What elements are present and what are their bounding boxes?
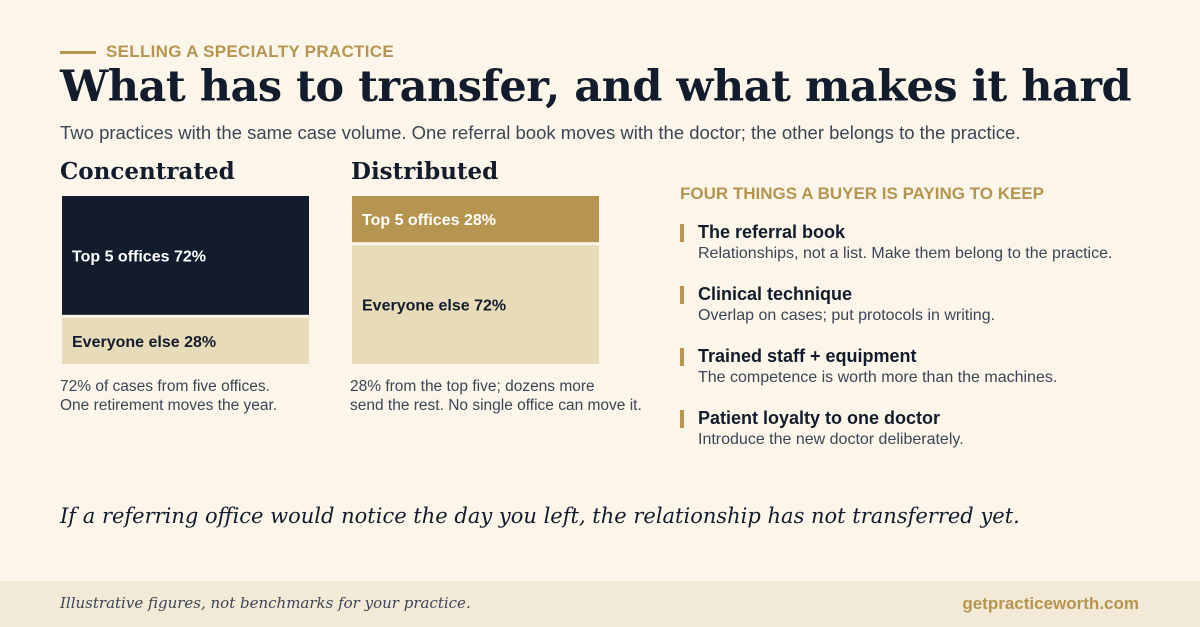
chart-title-concentrated: Concentrated	[60, 158, 235, 185]
keep-item-desc: The competence is worth more than the ma…	[698, 369, 1058, 386]
caption-line: One retirement moves the year.	[60, 397, 278, 414]
page-title: What has to transfer, and what makes it …	[60, 62, 1132, 112]
bar-data-label: Top 5 offices 72%	[72, 248, 206, 265]
accent-bar	[680, 410, 684, 428]
keep-item-title: Patient loyalty to one doctor	[698, 408, 941, 428]
footer-note: Illustrative figures, not benchmarks for…	[60, 594, 471, 612]
bar-segment-top-5-offices	[62, 196, 309, 315]
accent-bar	[680, 286, 684, 304]
caption-concentrated: 72% of cases from five offices. One reti…	[60, 377, 277, 415]
eyebrow-text: SELLING A SPECIALTY PRACTICE	[106, 42, 394, 61]
accent-bar	[680, 224, 684, 242]
accent-bar	[680, 348, 684, 366]
caption-line: send the rest. No single office can move…	[350, 397, 642, 414]
keep-item-desc: Introduce the new doctor deliberately.	[698, 431, 964, 448]
page-subtitle: Two practices with the same case volume.…	[60, 122, 1021, 143]
bar-segment-top-5-offices	[352, 196, 599, 243]
keep-heading: FOUR THINGS A BUYER IS PAYING TO KEEP	[680, 184, 1044, 203]
bar-segment-everyone-else	[352, 245, 599, 364]
bar-data-label: Top 5 offices 28%	[362, 212, 496, 229]
stacked-bar-charts: Top 5 offices 72% Everyone else 28% Top 5 …	[62, 196, 599, 364]
chart-title-distributed: Distributed	[351, 158, 499, 185]
bar-data-label: Everyone else 72%	[362, 298, 506, 315]
bar-segment-everyone-else	[62, 317, 309, 364]
keep-item-title: Clinical technique	[698, 284, 853, 304]
keep-item-title: The referral book	[698, 222, 846, 242]
keep-item-desc: Relationships, not a list. Make them bel…	[698, 245, 1113, 262]
caption-distributed: 28% from the top five; dozens more send …	[350, 377, 642, 415]
caption-line: 28% from the top five; dozens more	[350, 378, 595, 395]
eyebrow-rule	[60, 50, 96, 54]
bar-data-label: Everyone else 28%	[72, 334, 216, 351]
keep-item-desc: Overlap on cases; put protocols in writi…	[698, 307, 996, 324]
keep-item-title: Trained staff + equipment	[698, 346, 917, 366]
footer: Illustrative figures, not benchmarks for…	[0, 581, 1200, 627]
eyebrow: SELLING A SPECIALTY PRACTICE	[60, 42, 394, 62]
footer-link[interactable]: getpracticeworth.com	[962, 594, 1139, 613]
caption-line: 72% of cases from five offices.	[60, 378, 270, 395]
pull-quote: If a referring office would notice the d…	[60, 504, 1020, 528]
